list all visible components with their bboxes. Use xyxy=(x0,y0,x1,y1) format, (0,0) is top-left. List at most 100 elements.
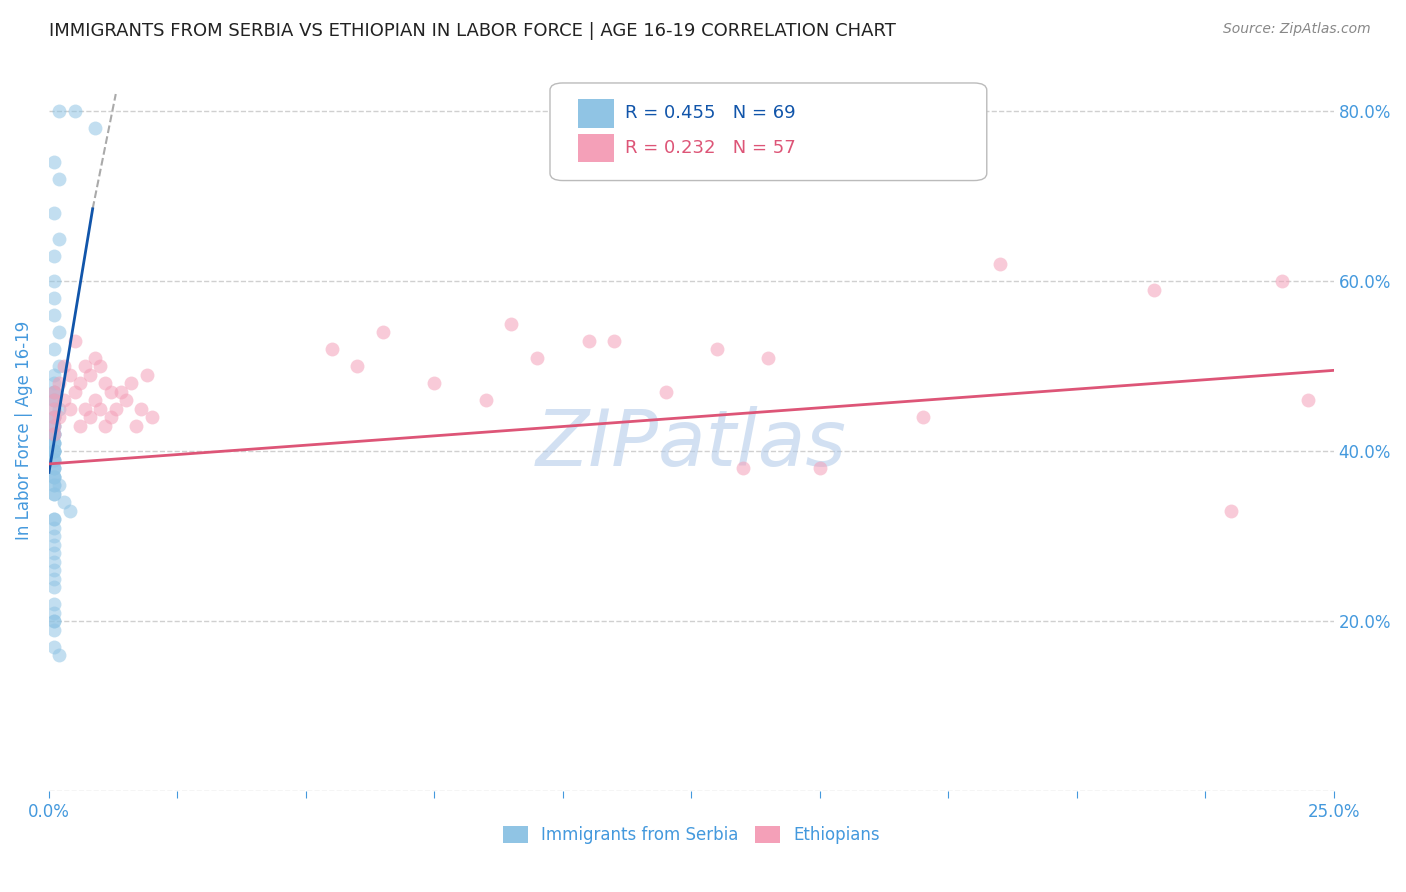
Point xyxy=(42,384,65,399)
Point xyxy=(551,155,574,169)
Point xyxy=(42,393,65,408)
Point xyxy=(94,418,117,433)
Point xyxy=(42,418,65,433)
Point xyxy=(48,172,70,186)
Point xyxy=(53,359,76,373)
Point xyxy=(988,257,1011,271)
Point xyxy=(42,529,65,543)
Point xyxy=(42,452,65,467)
Point xyxy=(474,393,496,408)
Point xyxy=(48,648,70,663)
Point xyxy=(706,342,728,356)
Point xyxy=(84,393,107,408)
Point xyxy=(48,103,70,118)
Point xyxy=(79,368,101,382)
Point xyxy=(42,614,65,628)
Point xyxy=(104,401,127,416)
FancyBboxPatch shape xyxy=(578,134,614,162)
Point xyxy=(42,580,65,594)
Point xyxy=(603,334,626,348)
Point xyxy=(48,325,70,339)
Point xyxy=(42,427,65,442)
Text: ZIPatlas: ZIPatlas xyxy=(536,407,846,483)
Point xyxy=(321,342,343,356)
Point xyxy=(53,495,76,509)
Point xyxy=(42,308,65,322)
Point xyxy=(42,427,65,442)
Point xyxy=(42,435,65,450)
Point xyxy=(89,401,111,416)
Point xyxy=(654,384,676,399)
Point xyxy=(42,478,65,492)
Point xyxy=(42,614,65,628)
Point xyxy=(42,572,65,586)
Point xyxy=(48,478,70,492)
Point xyxy=(501,317,523,331)
Point xyxy=(84,121,107,136)
Point xyxy=(48,359,70,373)
FancyBboxPatch shape xyxy=(550,83,987,180)
Point xyxy=(42,461,65,475)
Point xyxy=(141,410,163,425)
Point xyxy=(42,444,65,458)
Point xyxy=(526,351,548,365)
Point xyxy=(578,334,600,348)
Legend: Immigrants from Serbia, Ethiopians: Immigrants from Serbia, Ethiopians xyxy=(502,826,880,845)
Point xyxy=(371,325,394,339)
Point xyxy=(42,401,65,416)
Point xyxy=(42,342,65,356)
Point xyxy=(42,546,65,560)
Point xyxy=(42,418,65,433)
Text: IMMIGRANTS FROM SERBIA VS ETHIOPIAN IN LABOR FORCE | AGE 16-19 CORRELATION CHART: IMMIGRANTS FROM SERBIA VS ETHIOPIAN IN L… xyxy=(49,22,896,40)
Point xyxy=(63,384,86,399)
Point xyxy=(731,461,754,475)
Point xyxy=(84,351,107,365)
Point xyxy=(42,555,65,569)
Point xyxy=(346,359,368,373)
Point xyxy=(42,469,65,483)
Point xyxy=(58,401,80,416)
Point xyxy=(48,401,70,416)
Point xyxy=(73,401,96,416)
Point xyxy=(100,384,122,399)
Point xyxy=(42,461,65,475)
Point xyxy=(42,410,65,425)
Point xyxy=(131,401,153,416)
Point xyxy=(63,334,86,348)
Point xyxy=(89,359,111,373)
Point xyxy=(42,393,65,408)
Point xyxy=(69,376,91,391)
Point xyxy=(42,393,65,408)
Point xyxy=(42,249,65,263)
Point xyxy=(48,376,70,391)
Point xyxy=(100,410,122,425)
Point xyxy=(42,512,65,526)
Point xyxy=(42,291,65,305)
Y-axis label: In Labor Force | Age 16-19: In Labor Force | Age 16-19 xyxy=(15,320,32,540)
Point xyxy=(42,444,65,458)
Point xyxy=(135,368,157,382)
Point xyxy=(42,478,65,492)
Point xyxy=(911,410,934,425)
Point xyxy=(69,418,91,433)
Point xyxy=(808,461,831,475)
Point xyxy=(58,504,80,518)
Point xyxy=(42,368,65,382)
Point xyxy=(42,427,65,442)
Point xyxy=(58,368,80,382)
Point xyxy=(42,410,65,425)
Point xyxy=(42,597,65,611)
Point xyxy=(120,376,142,391)
Point xyxy=(42,206,65,220)
Point xyxy=(42,640,65,654)
Point xyxy=(758,351,780,365)
Point xyxy=(53,393,76,408)
Point xyxy=(42,274,65,288)
Point xyxy=(42,155,65,169)
Point xyxy=(42,521,65,535)
Text: R = 0.232   N = 57: R = 0.232 N = 57 xyxy=(624,139,796,157)
Point xyxy=(48,410,70,425)
Point xyxy=(42,606,65,620)
Point xyxy=(79,410,101,425)
Point xyxy=(42,427,65,442)
